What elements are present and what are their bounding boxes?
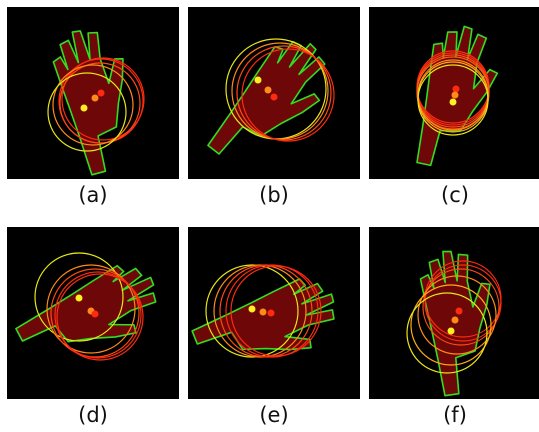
panel-e-image	[188, 227, 360, 399]
tracked-points	[248, 305, 275, 317]
panel-f-caption: (f)	[443, 403, 467, 427]
tracked-points	[80, 89, 105, 112]
tracking-circles	[416, 50, 490, 136]
tracking-circles	[47, 57, 145, 152]
panel-a-caption: (a)	[78, 183, 108, 207]
panel-f-image	[369, 227, 539, 399]
panel-c-image	[369, 7, 539, 179]
panel-e-caption: (e)	[259, 403, 289, 427]
panel-d-image	[7, 227, 179, 399]
panel-b-image	[188, 7, 360, 179]
panel-d-caption: (d)	[78, 403, 108, 427]
tracking-circles	[205, 264, 322, 358]
tracking-circles	[34, 252, 144, 361]
tracked-points	[75, 294, 99, 318]
hand-silhouette	[52, 30, 124, 176]
tracked-points	[447, 307, 463, 335]
hand-silhouette	[15, 264, 157, 343]
tracking-circles	[225, 38, 335, 142]
tracked-points	[254, 76, 278, 101]
tracked-points	[449, 85, 460, 106]
panel-b-caption: (b)	[259, 183, 289, 207]
tracking-circles	[406, 260, 502, 374]
hand-silhouette	[207, 40, 326, 155]
hand-silhouette	[416, 25, 499, 167]
panel-c-caption: (c)	[441, 183, 469, 207]
panel-a-image	[7, 7, 179, 179]
